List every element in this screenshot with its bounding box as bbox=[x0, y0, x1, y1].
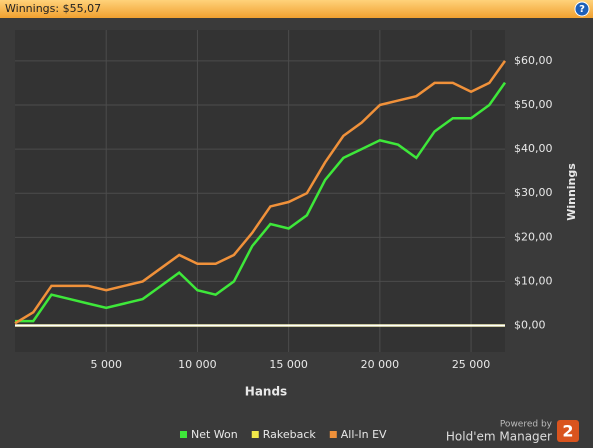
y-tick-label: $40,00 bbox=[514, 142, 553, 155]
x-tick-label: 5 000 bbox=[90, 358, 122, 371]
y-tick-label: $30,00 bbox=[514, 186, 553, 199]
help-button[interactable] bbox=[574, 1, 590, 17]
legend-label: All-In EV bbox=[341, 428, 387, 441]
y-tick-label: $10,00 bbox=[514, 274, 553, 287]
chart-title: Winnings: $55,07 bbox=[5, 2, 101, 15]
x-tick-label: 10 000 bbox=[178, 358, 217, 371]
legend-label: Rakeback bbox=[263, 428, 317, 441]
series-line bbox=[15, 81, 507, 323]
y-tick-label: $20,00 bbox=[514, 230, 553, 243]
x-tick-label: 25 000 bbox=[452, 358, 491, 371]
series-line bbox=[14, 60, 507, 325]
plot-area bbox=[15, 30, 505, 352]
legend-swatch bbox=[251, 431, 259, 438]
logo-badge bbox=[557, 420, 579, 442]
y-tick-label: $0,00 bbox=[514, 319, 546, 332]
x-axis-label: Hands bbox=[245, 385, 287, 399]
y-tick-label: $60,00 bbox=[514, 54, 553, 67]
x-tick-label: 20 000 bbox=[361, 358, 400, 371]
legend-label: Net Won bbox=[191, 428, 238, 441]
header-bar bbox=[0, 0, 593, 18]
y-axis-label: Winnings bbox=[565, 163, 578, 221]
legend-swatch bbox=[180, 431, 187, 438]
product-name: Hold'em Manager bbox=[446, 430, 552, 444]
powered-by: Powered by bbox=[500, 420, 553, 430]
logo-text: 2 bbox=[562, 422, 573, 441]
help-icon[interactable]: ? bbox=[579, 4, 585, 15]
x-tick-label: 15 000 bbox=[269, 358, 308, 371]
legend-swatch bbox=[329, 431, 337, 438]
y-tick-label: $50,00 bbox=[514, 98, 553, 111]
